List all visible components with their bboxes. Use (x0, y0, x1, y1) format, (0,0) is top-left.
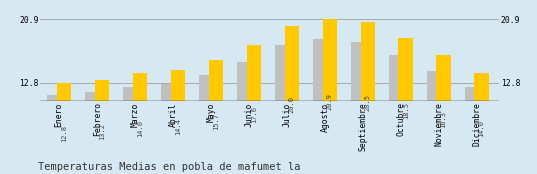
Bar (47, 95, 62, 174)
Text: 18.5: 18.5 (403, 102, 409, 119)
Bar (426, 71, 441, 174)
Bar (437, 55, 451, 174)
Bar (123, 87, 137, 174)
Text: 17.6: 17.6 (251, 106, 257, 123)
Text: 20.0: 20.0 (289, 96, 295, 113)
Bar (133, 73, 147, 174)
Text: 14.0: 14.0 (478, 120, 484, 137)
Bar (199, 75, 213, 174)
Bar (360, 22, 375, 174)
Bar (209, 60, 223, 174)
Bar (275, 45, 289, 174)
Text: 16.3: 16.3 (441, 111, 447, 128)
Bar (57, 83, 71, 174)
Text: 13.2: 13.2 (99, 123, 105, 140)
Bar (465, 87, 479, 174)
Bar (246, 45, 261, 174)
Bar (313, 39, 327, 174)
Bar (95, 80, 110, 174)
Text: Temperaturas Medias en pobla de mafumet la: Temperaturas Medias en pobla de mafumet … (38, 162, 300, 172)
Text: 15.7: 15.7 (213, 113, 219, 130)
Text: 14.4: 14.4 (175, 118, 181, 135)
Text: 14.0: 14.0 (137, 120, 143, 137)
Bar (398, 38, 413, 174)
Bar (351, 42, 365, 174)
Bar (474, 73, 489, 174)
Bar (85, 92, 99, 174)
Text: 20.9: 20.9 (327, 93, 333, 110)
Text: 12.8: 12.8 (61, 125, 67, 142)
Bar (171, 70, 185, 174)
Bar (237, 62, 251, 174)
Bar (161, 84, 176, 174)
Text: 20.5: 20.5 (365, 94, 371, 111)
Bar (323, 19, 337, 174)
Bar (285, 26, 299, 174)
Bar (389, 56, 403, 174)
